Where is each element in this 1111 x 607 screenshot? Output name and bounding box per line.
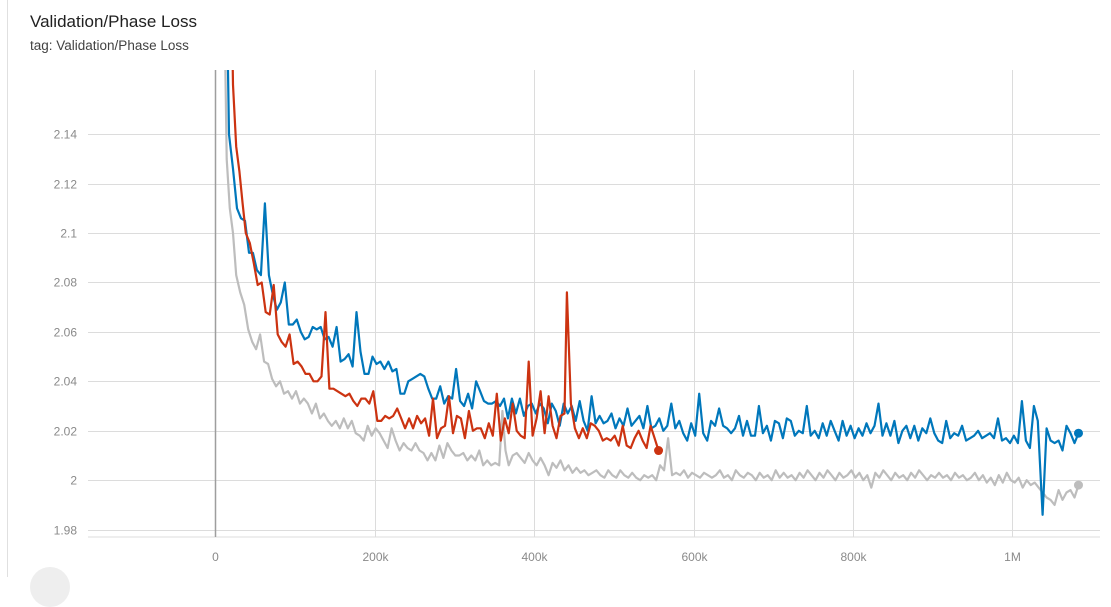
y-tick-label: 2.1: [60, 227, 77, 241]
y-tick-label: 2.04: [54, 375, 78, 389]
chart-tag: tag: Validation/Phase Loss: [30, 38, 189, 53]
series-line-3[interactable]: [230, 0, 660, 452]
series-end-markers: [654, 428, 1083, 490]
x-tick-label: 0: [212, 550, 219, 564]
x-tick-label: 400k: [521, 550, 548, 564]
series-lines: [223, 0, 1080, 516]
y-tick-label: 1.98: [54, 524, 78, 538]
line-chart[interactable]: 1.98 2 2.02 2.04 2.06 2.08 2.1 2.12 2.14 0 200k 40…: [0, 0, 1111, 577]
series-line-2[interactable]: [225, 0, 1080, 516]
chart-title: Validation/Phase Loss: [30, 12, 197, 31]
y-axis-ticks: 1.98 2 2.02 2.04 2.06 2.08 2.1 2.12 2.14: [54, 128, 78, 538]
series-end-marker-1[interactable]: [1073, 480, 1083, 490]
y-tick-label: 2.02: [54, 425, 78, 439]
y-tick-label: 2.08: [54, 276, 78, 290]
y-tick-label: 2.12: [54, 178, 78, 192]
y-tick-label: 2.06: [54, 326, 78, 340]
y-tick-label: 2: [70, 474, 77, 488]
y-tick-label: 2.14: [54, 128, 78, 142]
series-line-1[interactable]: [223, 0, 1080, 506]
series-end-marker-3[interactable]: [654, 446, 664, 456]
card-left-border: [7, 0, 8, 577]
x-tick-label: 800k: [840, 550, 867, 564]
x-tick-label: 600k: [681, 550, 708, 564]
x-tick-label: 200k: [362, 550, 389, 564]
series-end-marker-2[interactable]: [1073, 428, 1083, 438]
x-axis-ticks: 0 200k 400k 600k 800k 1M: [212, 550, 1021, 564]
card-action-button[interactable]: [30, 567, 70, 607]
x-tick-label: 1M: [1004, 550, 1021, 564]
grid-lines: [88, 70, 1100, 538]
